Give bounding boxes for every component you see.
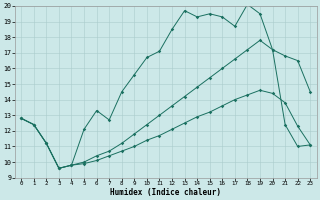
X-axis label: Humidex (Indice chaleur): Humidex (Indice chaleur) [110,188,221,197]
